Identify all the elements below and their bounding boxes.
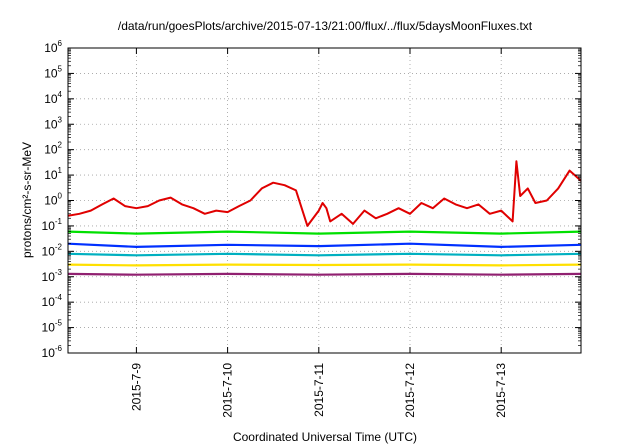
- x-tick-label: 2015-7-11: [312, 363, 326, 417]
- series-line-2: [68, 230, 581, 235]
- series-layer: [68, 160, 581, 276]
- series-line-6: [68, 272, 581, 276]
- x-tick-label: 2015-7-10: [221, 363, 235, 418]
- series-line-5: [68, 263, 581, 267]
- x-tick-label: 2015-7-12: [403, 363, 417, 418]
- series-line-4: [68, 252, 581, 257]
- axes: 10-610-510-410-310-210-11001011021031041…: [42, 39, 581, 418]
- x-tick-label: 2015-7-13: [494, 363, 508, 418]
- chart-title: /data/run/goesPlots/archive/2015-07-13/2…: [118, 19, 533, 33]
- grid-lines: [68, 48, 581, 353]
- y-axis-label: protons/cm²-s-sr-MeV: [20, 142, 34, 258]
- x-tick-label: 2015-7-9: [129, 363, 143, 411]
- x-axis-label: Coordinated Universal Time (UTC): [233, 430, 417, 444]
- series-line-3: [68, 242, 581, 248]
- series-line-1: [68, 160, 581, 227]
